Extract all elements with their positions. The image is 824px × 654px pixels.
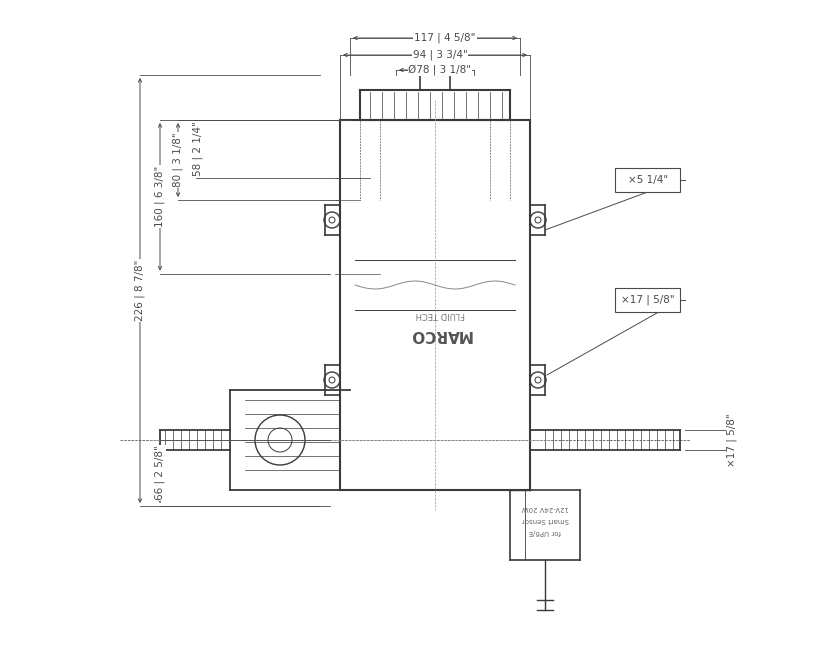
Text: 94 | 3 3/4": 94 | 3 3/4": [413, 50, 467, 60]
Text: ×17 | 5/8": ×17 | 5/8": [727, 413, 737, 467]
FancyBboxPatch shape: [615, 168, 680, 192]
Text: 117 | 4 5/8": 117 | 4 5/8": [414, 33, 475, 43]
Text: 12V-24V 20W: 12V-24V 20W: [522, 505, 569, 511]
Text: 80 | 3 1/8": 80 | 3 1/8": [173, 133, 183, 187]
Text: 66 | 2 5/8": 66 | 2 5/8": [155, 445, 166, 500]
Text: Smart Sensor: Smart Sensor: [522, 517, 569, 523]
FancyBboxPatch shape: [615, 288, 680, 312]
Text: FLUID TECH: FLUID TECH: [415, 311, 465, 320]
Text: MARCO: MARCO: [409, 328, 471, 343]
Text: for UP6/E: for UP6/E: [529, 529, 561, 535]
Text: 226 | 8 7/8": 226 | 8 7/8": [135, 260, 145, 321]
Text: ×5 1/4": ×5 1/4": [628, 175, 668, 185]
Text: 160 | 6 3/8": 160 | 6 3/8": [155, 166, 166, 228]
Text: Ø78 | 3 1/8": Ø78 | 3 1/8": [409, 65, 471, 75]
Text: ×17 | 5/8": ×17 | 5/8": [621, 295, 675, 305]
Text: 58 | 2 1/4": 58 | 2 1/4": [193, 122, 204, 177]
